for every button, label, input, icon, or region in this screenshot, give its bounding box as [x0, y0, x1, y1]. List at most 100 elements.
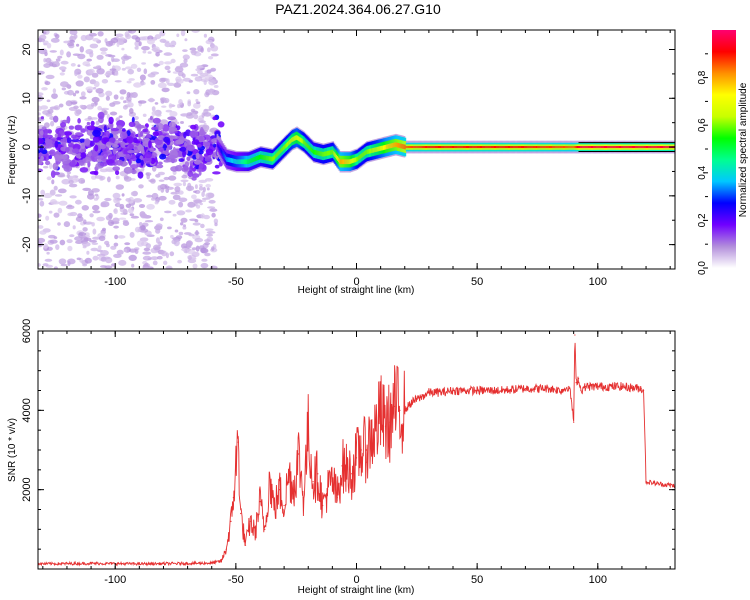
- ridge-core: [419, 146, 421, 149]
- ridge-core: [607, 146, 609, 149]
- ridge-core: [316, 150, 318, 155]
- noise-blob: [152, 131, 159, 137]
- ridge-core: [507, 146, 509, 149]
- ridge-core: [427, 146, 429, 149]
- ridge-core: [371, 148, 374, 153]
- ridge-core: [260, 154, 262, 160]
- noise-blob: [58, 103, 64, 108]
- ridge-core: [459, 146, 462, 149]
- noise-blob: [123, 248, 128, 253]
- ridge-core: [342, 159, 344, 165]
- ridge-core: [610, 146, 612, 149]
- noise-blob: [105, 54, 113, 57]
- noise-blob: [67, 142, 74, 148]
- noise-blob: [38, 38, 46, 43]
- ridge-core: [482, 146, 485, 149]
- ridge-core: [397, 142, 399, 148]
- noise-blob: [169, 126, 178, 132]
- noise-blob: [121, 193, 125, 197]
- ridge-core: [474, 146, 476, 149]
- noise-blob: [49, 50, 57, 53]
- ridge-core: [324, 151, 326, 157]
- noise-blob: [152, 260, 158, 266]
- ridge-core: [246, 159, 248, 165]
- noise-blob: [123, 176, 132, 182]
- ridge-core: [287, 141, 289, 147]
- noise-blob: [217, 121, 225, 128]
- y-tick-label: 0: [21, 144, 33, 150]
- ridge-core: [565, 146, 567, 149]
- noise-blob: [52, 88, 57, 94]
- noise-blob: [194, 231, 200, 236]
- noise-blob: [54, 154, 61, 162]
- noise-blob: [113, 197, 118, 204]
- noise-blob: [205, 228, 214, 232]
- noise-blob: [110, 123, 114, 128]
- noise-blob: [188, 255, 192, 260]
- noise-blob: [156, 255, 163, 260]
- noise-blob: [183, 245, 192, 249]
- ridge-core: [498, 146, 500, 149]
- ridge-core: [548, 146, 550, 149]
- noise-blob: [85, 221, 93, 225]
- ridge-core: [387, 144, 389, 149]
- ridge-core: [392, 143, 394, 148]
- ridge-core: [586, 146, 588, 149]
- noise-blob: [139, 237, 149, 242]
- ridge-core: [634, 146, 636, 149]
- noise-blob: [142, 251, 151, 255]
- noise-blob: [191, 173, 200, 178]
- noise-blob: [92, 136, 100, 143]
- ridge-core: [577, 146, 579, 149]
- ridge-core: [230, 157, 232, 163]
- ridge-core: [603, 146, 605, 149]
- noise-blob: [105, 159, 115, 164]
- noise-blob: [115, 170, 120, 176]
- ridge-core: [644, 146, 646, 149]
- noise-blob: [205, 183, 211, 188]
- ridge-core: [237, 159, 240, 165]
- ridge-core: [667, 146, 669, 149]
- ridge-core: [225, 155, 227, 161]
- ridge-core: [403, 144, 406, 150]
- ridge-core: [229, 157, 231, 163]
- snr-point: [452, 389, 454, 392]
- ridge-core: [424, 146, 426, 149]
- noise-blob: [54, 34, 60, 39]
- ridge-core: [645, 146, 647, 149]
- ridge-core: [487, 146, 490, 149]
- ridge-core: [557, 146, 559, 149]
- noise-blob: [178, 231, 184, 236]
- ridge-core: [254, 156, 256, 162]
- ridge-core: [622, 146, 625, 149]
- noise-blob: [157, 82, 167, 89]
- noise-blob: [212, 116, 217, 121]
- noise-blob: [88, 32, 97, 37]
- noise-blob: [121, 55, 130, 61]
- noise-blob: [43, 243, 49, 249]
- ridge-core: [241, 159, 243, 165]
- ridge-core: [271, 156, 273, 162]
- snr-point: [138, 563, 140, 565]
- noise-blob: [207, 192, 215, 199]
- ridge-core: [522, 146, 524, 149]
- noise-blob: [164, 61, 172, 65]
- ridge-core: [629, 146, 631, 149]
- noise-blob: [195, 245, 200, 252]
- ridge-core: [407, 146, 410, 149]
- noise-blob: [150, 178, 156, 184]
- noise-blob: [112, 166, 120, 172]
- noise-blob: [159, 183, 167, 190]
- ridge-core: [439, 146, 441, 149]
- ridge-core: [399, 143, 402, 149]
- ridge-core: [250, 158, 252, 164]
- ridge-core: [320, 151, 323, 157]
- noise-blob: [60, 60, 69, 65]
- ridge-core: [360, 154, 362, 159]
- noise-blob: [59, 239, 66, 246]
- ridge-core: [425, 146, 427, 149]
- noise-blob: [43, 165, 49, 169]
- snr-point: [317, 473, 319, 475]
- ridge-core: [234, 159, 237, 164]
- ridge-core: [456, 146, 459, 149]
